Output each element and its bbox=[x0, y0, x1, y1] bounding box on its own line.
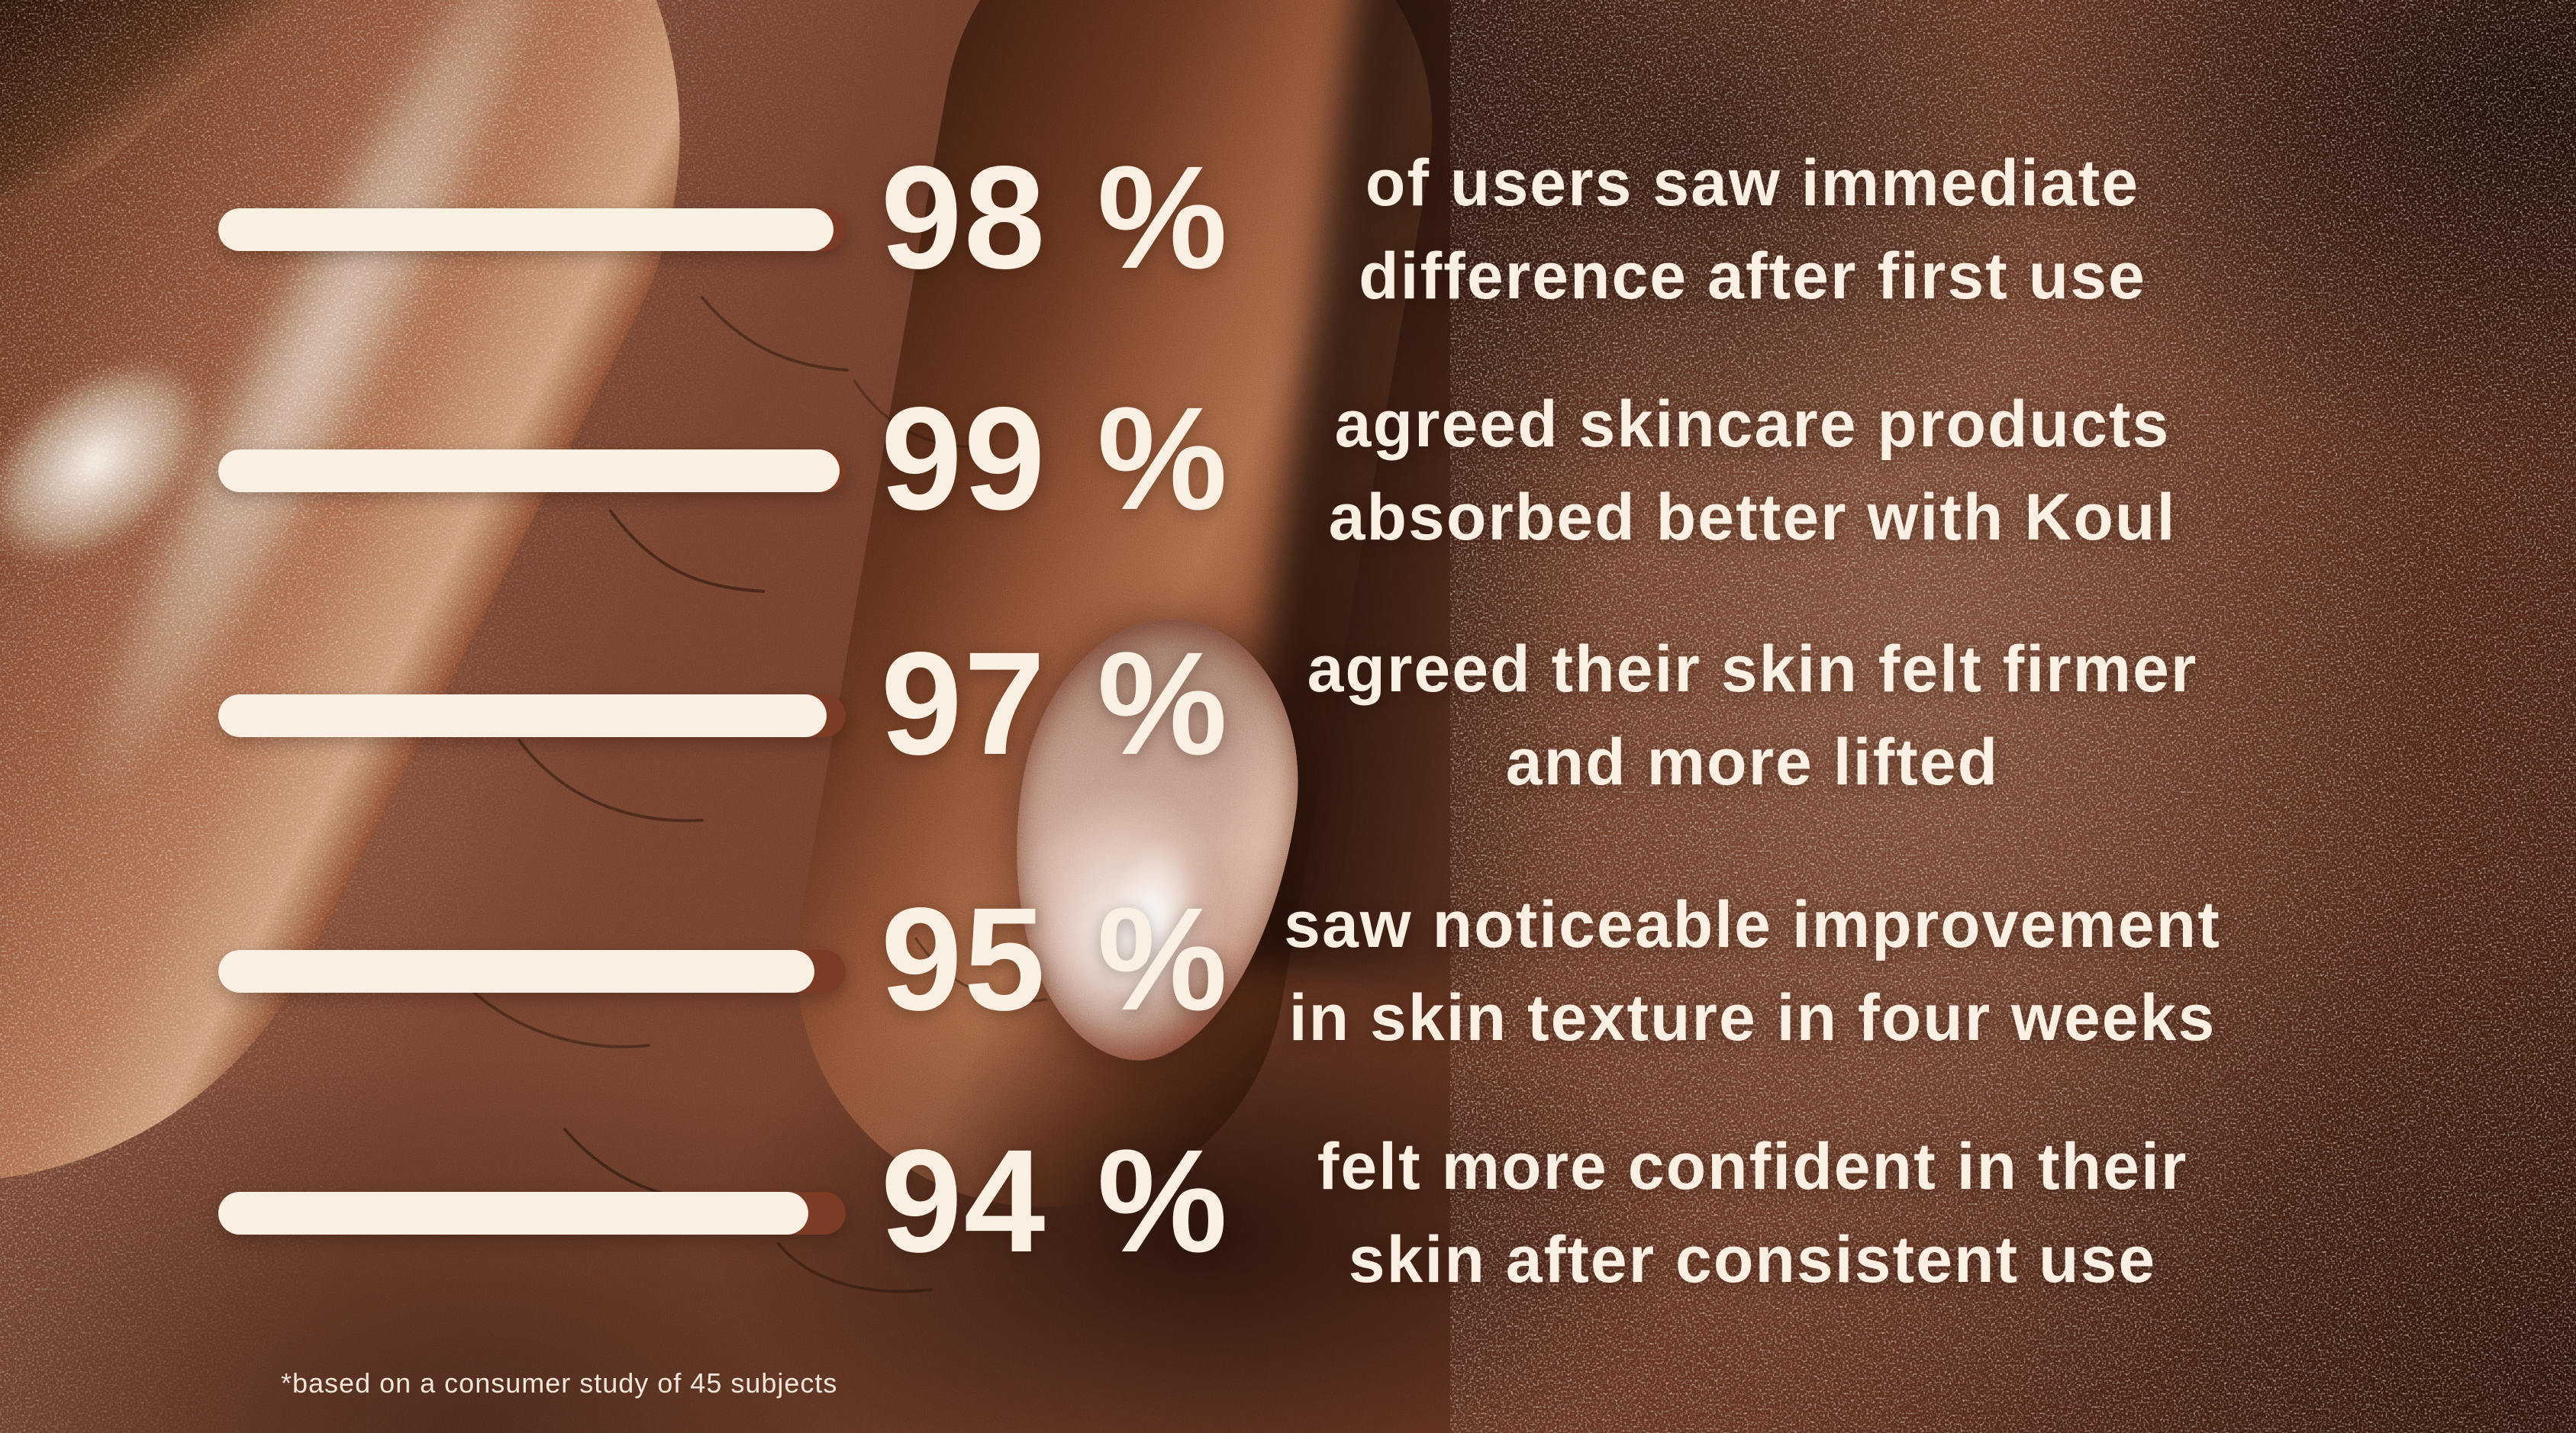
percent-sign: % bbox=[1097, 621, 1230, 785]
stat-description-line1: agreed skincare products bbox=[1334, 388, 2171, 461]
study-footnote: *based on a consumer study of 45 subject… bbox=[281, 1367, 838, 1399]
stat-description-line2: difference after first use bbox=[1359, 240, 2146, 313]
stat-bar-fill bbox=[218, 208, 833, 251]
stat-bar-track bbox=[218, 950, 846, 993]
stat-bar-fill bbox=[218, 1192, 808, 1235]
stat-value-group: 99 % bbox=[879, 385, 1230, 532]
stat-description: saw noticeable improvement in skin textu… bbox=[1264, 878, 2241, 1064]
stat-value: 98 bbox=[880, 135, 1047, 299]
stat-bar-track bbox=[218, 1192, 846, 1235]
stat-row: 94 % felt more confident in their skin a… bbox=[218, 1120, 2241, 1306]
stat-description-line2: skin after consistent use bbox=[1348, 1223, 2157, 1296]
stat-value: 94 bbox=[880, 1119, 1047, 1283]
stat-row: 99 % agreed skincare products absorbed b… bbox=[218, 378, 2241, 564]
stat-row: 97 % agreed their skin felt firmer and m… bbox=[218, 623, 2241, 809]
stat-value: 97 bbox=[880, 621, 1047, 785]
percent-sign: % bbox=[1097, 376, 1230, 540]
stat-description: felt more confident in their skin after … bbox=[1264, 1120, 2241, 1306]
stat-description-line1: agreed their skin felt firmer bbox=[1307, 633, 2198, 706]
stat-description-line2: and more lifted bbox=[1505, 726, 2000, 799]
stat-description-line1: felt more confident in their bbox=[1317, 1130, 2188, 1203]
stat-row: 98 % of users saw immediate difference a… bbox=[218, 137, 2241, 323]
stat-description: of users saw immediate difference after … bbox=[1264, 137, 2241, 323]
stat-value: 95 bbox=[880, 877, 1047, 1041]
stat-description: agreed their skin felt firmer and more l… bbox=[1264, 623, 2241, 809]
stat-description-line1: saw noticeable improvement bbox=[1284, 888, 2221, 961]
percent-sign: % bbox=[1097, 1119, 1230, 1283]
stat-description-line2: absorbed better with Koul bbox=[1328, 481, 2177, 554]
stat-bar-track bbox=[218, 694, 846, 737]
stat-bar-track bbox=[218, 208, 846, 251]
stat-value-group: 94 % bbox=[879, 1128, 1230, 1274]
stat-description-line1: of users saw immediate bbox=[1365, 147, 2140, 220]
stat-bar-fill bbox=[218, 950, 814, 993]
stat-description: agreed skincare products absorbed better… bbox=[1264, 378, 2241, 564]
percent-sign: % bbox=[1097, 877, 1230, 1041]
stat-value-group: 97 % bbox=[879, 630, 1230, 777]
stat-value: 99 bbox=[880, 376, 1047, 540]
stat-value-group: 98 % bbox=[879, 144, 1230, 291]
stat-value-group: 95 % bbox=[879, 886, 1230, 1032]
stat-bar-fill bbox=[218, 449, 840, 492]
stat-description-line2: in skin texture in four weeks bbox=[1288, 981, 2217, 1055]
stat-bar-track bbox=[218, 449, 846, 492]
stat-bar-fill bbox=[218, 694, 827, 737]
percent-sign: % bbox=[1097, 135, 1230, 299]
stat-row: 95 % saw noticeable improvement in skin … bbox=[218, 878, 2241, 1064]
